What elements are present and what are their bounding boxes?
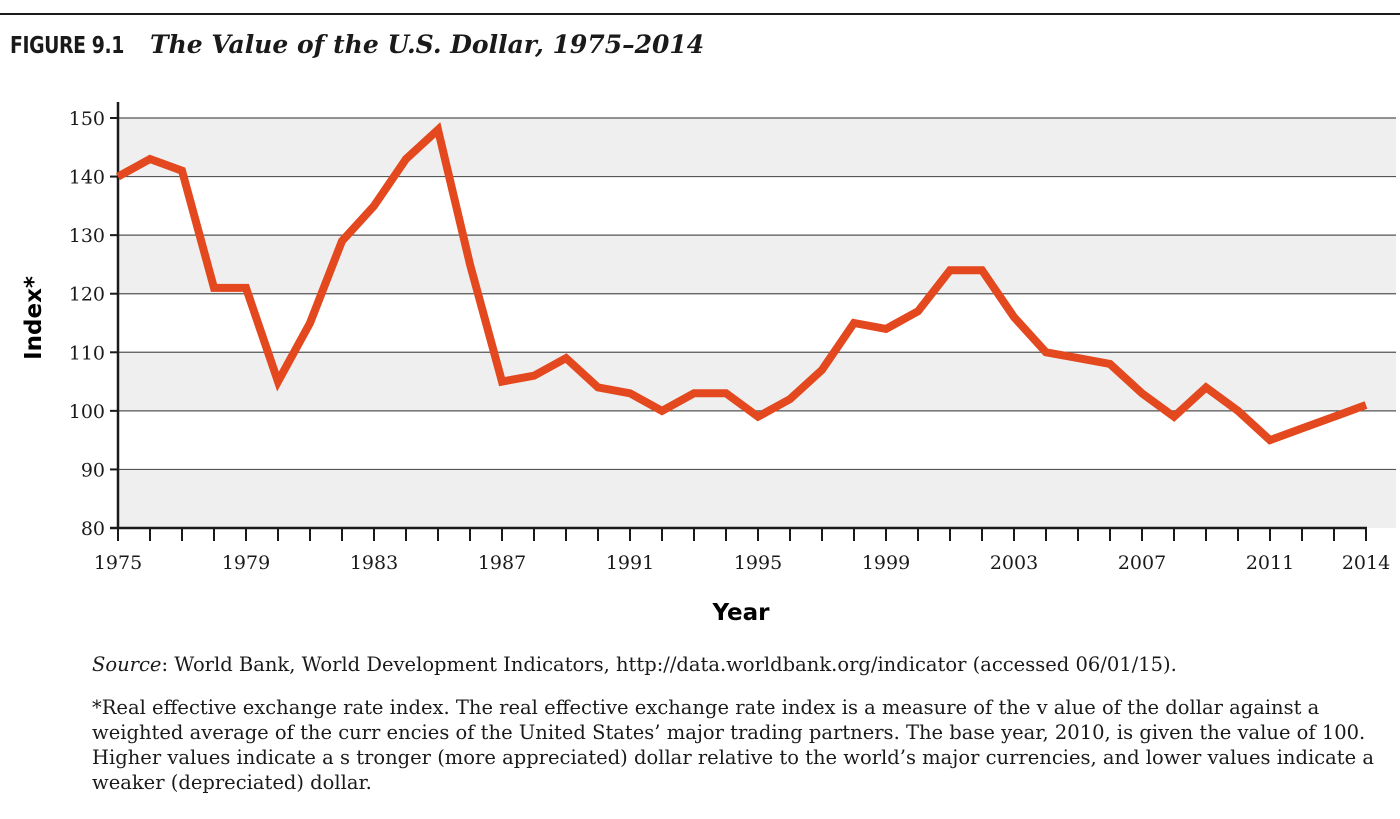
data-point — [755, 414, 761, 420]
y-axis-title: Index* — [21, 276, 47, 360]
data-point — [659, 408, 665, 414]
x-tick-label: 1983 — [350, 552, 398, 574]
data-point — [563, 355, 569, 361]
y-tick-label: 80 — [81, 518, 105, 540]
data-point — [1107, 361, 1113, 367]
data-point — [403, 156, 409, 162]
data-point — [915, 308, 921, 314]
figure-title: The Value of the U.S. Dollar, 1975–2014 — [150, 30, 705, 59]
data-point — [179, 168, 185, 174]
data-point — [531, 373, 537, 379]
data-point — [115, 174, 121, 180]
data-point — [947, 267, 953, 273]
footnote: *Real effective exchange rate index. The… — [92, 696, 1374, 794]
shaded-band — [118, 118, 1396, 177]
y-tick-label: 120 — [69, 284, 105, 306]
data-point — [979, 267, 985, 273]
y-tick-label: 90 — [81, 459, 105, 481]
data-point — [435, 127, 441, 133]
data-point — [371, 203, 377, 209]
y-tick-label: 110 — [69, 342, 105, 364]
top-rule — [0, 13, 1400, 15]
data-point — [883, 326, 889, 332]
data-point — [211, 285, 217, 291]
data-point — [1203, 384, 1209, 390]
x-tick-label: 1979 — [222, 552, 270, 574]
source-label: Source — [92, 653, 162, 676]
data-point — [1235, 408, 1241, 414]
data-point — [723, 390, 729, 396]
data-point — [851, 320, 857, 326]
y-tick-label: 100 — [69, 401, 105, 423]
x-tick-label: 2007 — [1118, 552, 1166, 574]
shaded-band — [118, 235, 1396, 294]
data-point — [1331, 414, 1337, 420]
data-point — [467, 261, 473, 267]
y-axis-ticks: 80 90 100 110 120 130 140 150 — [69, 108, 118, 540]
data-point — [1075, 355, 1081, 361]
data-point — [691, 390, 697, 396]
data-point — [307, 320, 313, 326]
data-point — [1043, 349, 1049, 355]
x-tick-label: 2003 — [990, 552, 1038, 574]
data-point — [243, 285, 249, 291]
data-point — [1139, 390, 1145, 396]
x-tick-label: 1987 — [478, 552, 526, 574]
data-point — [339, 238, 345, 244]
data-point — [1299, 425, 1305, 431]
x-tick-label: 2014 — [1342, 552, 1390, 574]
x-tick-label: 1975 — [94, 552, 142, 574]
x-tick-label: 1991 — [606, 552, 654, 574]
data-point — [627, 390, 633, 396]
source-text: : World Bank, World Development Indicato… — [161, 653, 1177, 676]
data-point — [1363, 402, 1369, 408]
shaded-band — [118, 352, 1396, 411]
data-point — [1011, 314, 1017, 320]
y-tick-label: 140 — [69, 167, 105, 189]
x-tick-label: 1995 — [734, 552, 782, 574]
x-tick-label: 1999 — [862, 552, 910, 574]
shaded-band — [118, 469, 1396, 528]
data-point — [147, 156, 153, 162]
data-point — [1171, 414, 1177, 420]
data-point — [499, 379, 505, 385]
data-point — [595, 384, 601, 390]
data-point — [275, 379, 281, 385]
x-tick-label: 2011 — [1246, 552, 1294, 574]
y-tick-label: 150 — [69, 108, 105, 130]
background-bands — [118, 118, 1396, 528]
y-tick-label: 130 — [69, 225, 105, 247]
source-note: Source: World Bank, World Development In… — [92, 652, 1177, 677]
figure-label: FIGURE 9.1 — [10, 33, 124, 59]
data-point — [1267, 437, 1273, 443]
x-axis-ticks: 1975 1979 1983 1987 1991 1995 1999 2003 2007 2011… — [94, 528, 1390, 574]
series — [115, 122, 1369, 445]
series-line — [116, 122, 1368, 445]
data-point — [787, 396, 793, 402]
x-axis-title: Year — [711, 600, 770, 626]
data-point — [819, 367, 825, 373]
